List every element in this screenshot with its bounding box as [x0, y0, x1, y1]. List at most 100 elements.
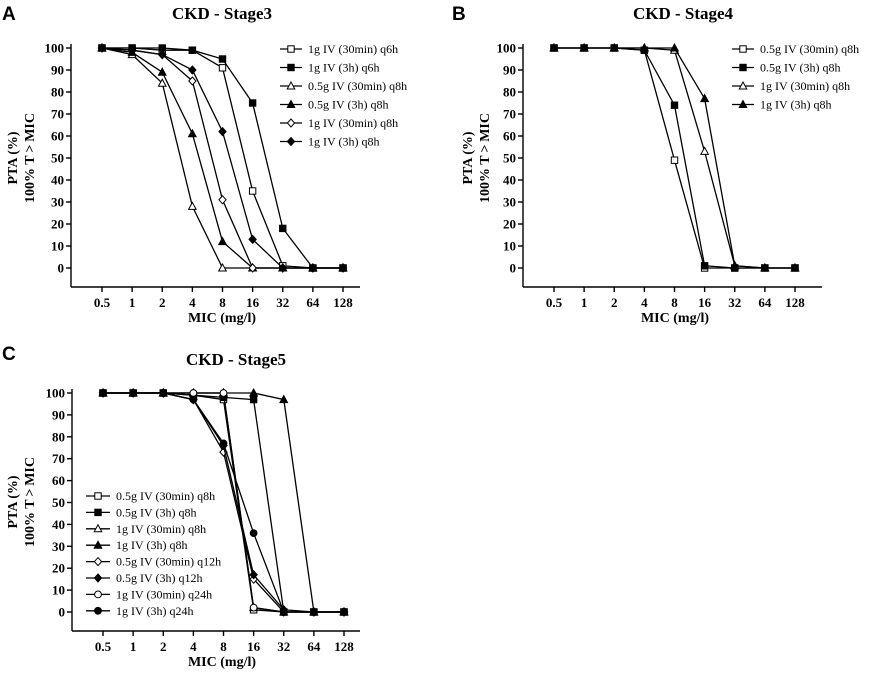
- data-point: [730, 260, 740, 270]
- data-point: [188, 46, 197, 54]
- data-point: [579, 42, 589, 52]
- data-point: [278, 263, 288, 273]
- data-point: [218, 55, 227, 63]
- legend-label: 0.5g IV (3h) q8h: [760, 61, 840, 75]
- legend-marker: [94, 590, 102, 599]
- x-tick-label: 32: [728, 295, 741, 310]
- data-point: [279, 394, 289, 404]
- legend-label: 1g IV (3h) q24h: [116, 604, 193, 618]
- data-point: [609, 42, 619, 52]
- x-tick-label: 64: [307, 639, 321, 654]
- data-point: [670, 101, 679, 109]
- legend-label: 1g IV (3h) q8h: [760, 98, 831, 112]
- x-tick-label: 64: [758, 295, 772, 310]
- legend-marker: [94, 508, 102, 517]
- data-point: [248, 187, 257, 195]
- legend-marker: [286, 80, 296, 90]
- y-tick-label: 100: [45, 41, 65, 56]
- y-axis-label: PTA (%): [461, 131, 476, 184]
- legend-marker: [739, 63, 747, 72]
- data-point: [188, 65, 197, 75]
- x-tick-label: 16: [698, 295, 712, 310]
- data-point: [217, 262, 228, 272]
- y-axis-label-secondary: 100% T > MIC: [23, 113, 38, 203]
- y-tick-label: 70: [51, 107, 64, 122]
- x-tick-label: 1: [129, 295, 136, 310]
- legend-marker: [738, 99, 748, 108]
- y-tick-label: 50: [503, 151, 516, 166]
- x-tick-label: 0.5: [95, 639, 112, 654]
- y-tick-label: 60: [503, 129, 516, 144]
- data-point: [248, 99, 257, 107]
- legend-marker: [94, 606, 102, 615]
- data-point: [308, 263, 318, 273]
- data-point: [279, 608, 288, 616]
- chart-panel-c: C CKD - Stage5 MIC (mg/l) PTA (%) 100% T…: [2, 344, 360, 670]
- y-tick-label: 20: [503, 217, 516, 232]
- y-tick-label: 40: [51, 173, 64, 188]
- data-point: [700, 262, 709, 270]
- data-point: [340, 608, 348, 616]
- x-tick-label: 128: [333, 295, 353, 310]
- legend-label: 0.5g IV (3h) q12h: [116, 571, 202, 585]
- x-tick-label: 0.5: [94, 295, 111, 310]
- legend-marker: [287, 63, 295, 72]
- panel-letter: C: [2, 344, 16, 365]
- data-point: [157, 49, 167, 60]
- y-tick-label: 20: [52, 561, 65, 576]
- data-point: [218, 195, 227, 205]
- y-axis-label-secondary: 100% T > MIC: [23, 457, 38, 547]
- data-point: [187, 128, 198, 138]
- data-point: [248, 387, 259, 397]
- legend-label: 0.5g IV (30min) q12h: [116, 555, 221, 569]
- x-tick-label: 2: [160, 639, 167, 654]
- x-tick-label: 1: [581, 295, 588, 310]
- y-tick-label: 40: [52, 517, 65, 532]
- y-axis-label: PTA (%): [6, 131, 21, 184]
- data-point: [790, 262, 800, 272]
- legend-label: 1g IV (30min) q8h: [308, 116, 398, 130]
- x-tick-label: 16: [247, 639, 261, 654]
- y-tick-label: 70: [52, 451, 65, 466]
- y-tick-label: 10: [51, 239, 64, 254]
- x-tick-label: 128: [785, 295, 805, 310]
- x-tick-label: 64: [306, 295, 320, 310]
- legend-marker: [739, 45, 747, 53]
- legend-label: 0.5g IV (3h) q8h: [116, 505, 196, 519]
- data-point: [97, 43, 107, 53]
- data-point: [127, 45, 137, 55]
- x-tick-label: 2: [159, 295, 166, 310]
- y-tick-label: 80: [503, 85, 516, 100]
- data-point: [157, 67, 167, 76]
- series-line: [101, 47, 343, 269]
- y-tick-label: 90: [51, 63, 64, 78]
- y-tick-label: 10: [52, 583, 65, 598]
- series-line: [102, 47, 343, 269]
- legend-label: 0.5g IV (30min) q8h: [116, 489, 215, 503]
- legend-marker: [94, 492, 102, 500]
- legend-marker: [286, 136, 296, 147]
- legend: 1g IV (30min) q6h 1g IV (3h) q6h 0.5g IV (…: [280, 42, 407, 149]
- y-tick-label: 100: [497, 41, 517, 56]
- legend-marker: [93, 573, 103, 583]
- data-point: [639, 42, 650, 52]
- y-tick-label: 30: [503, 195, 516, 210]
- x-tick-label: 4: [190, 639, 197, 654]
- x-tick-label: 2: [611, 295, 618, 310]
- data-point: [189, 389, 198, 397]
- data-point: [670, 156, 679, 164]
- legend: 0.5g IV (30min) q8h 0.5g IV (3h) q8h 1g IV…: [86, 489, 221, 618]
- data-point: [157, 78, 167, 87]
- series-line: [102, 47, 343, 269]
- x-axis-label: MIC (mg/l): [188, 655, 256, 670]
- legend: 0.5g IV (30min) q8h 0.5g IV (3h) q8h 1g IV…: [732, 42, 859, 112]
- legend-marker: [287, 45, 295, 53]
- x-tick-label: 8: [219, 295, 226, 310]
- data-point: [159, 389, 168, 397]
- chart-title: CKD - Stage3: [172, 4, 272, 23]
- legend-marker: [286, 118, 296, 128]
- legend-label: 1g IV (3h) q8h: [116, 538, 187, 552]
- x-tick-label: 32: [276, 295, 289, 310]
- y-tick-label: 50: [52, 495, 65, 510]
- series-7: [99, 389, 348, 616]
